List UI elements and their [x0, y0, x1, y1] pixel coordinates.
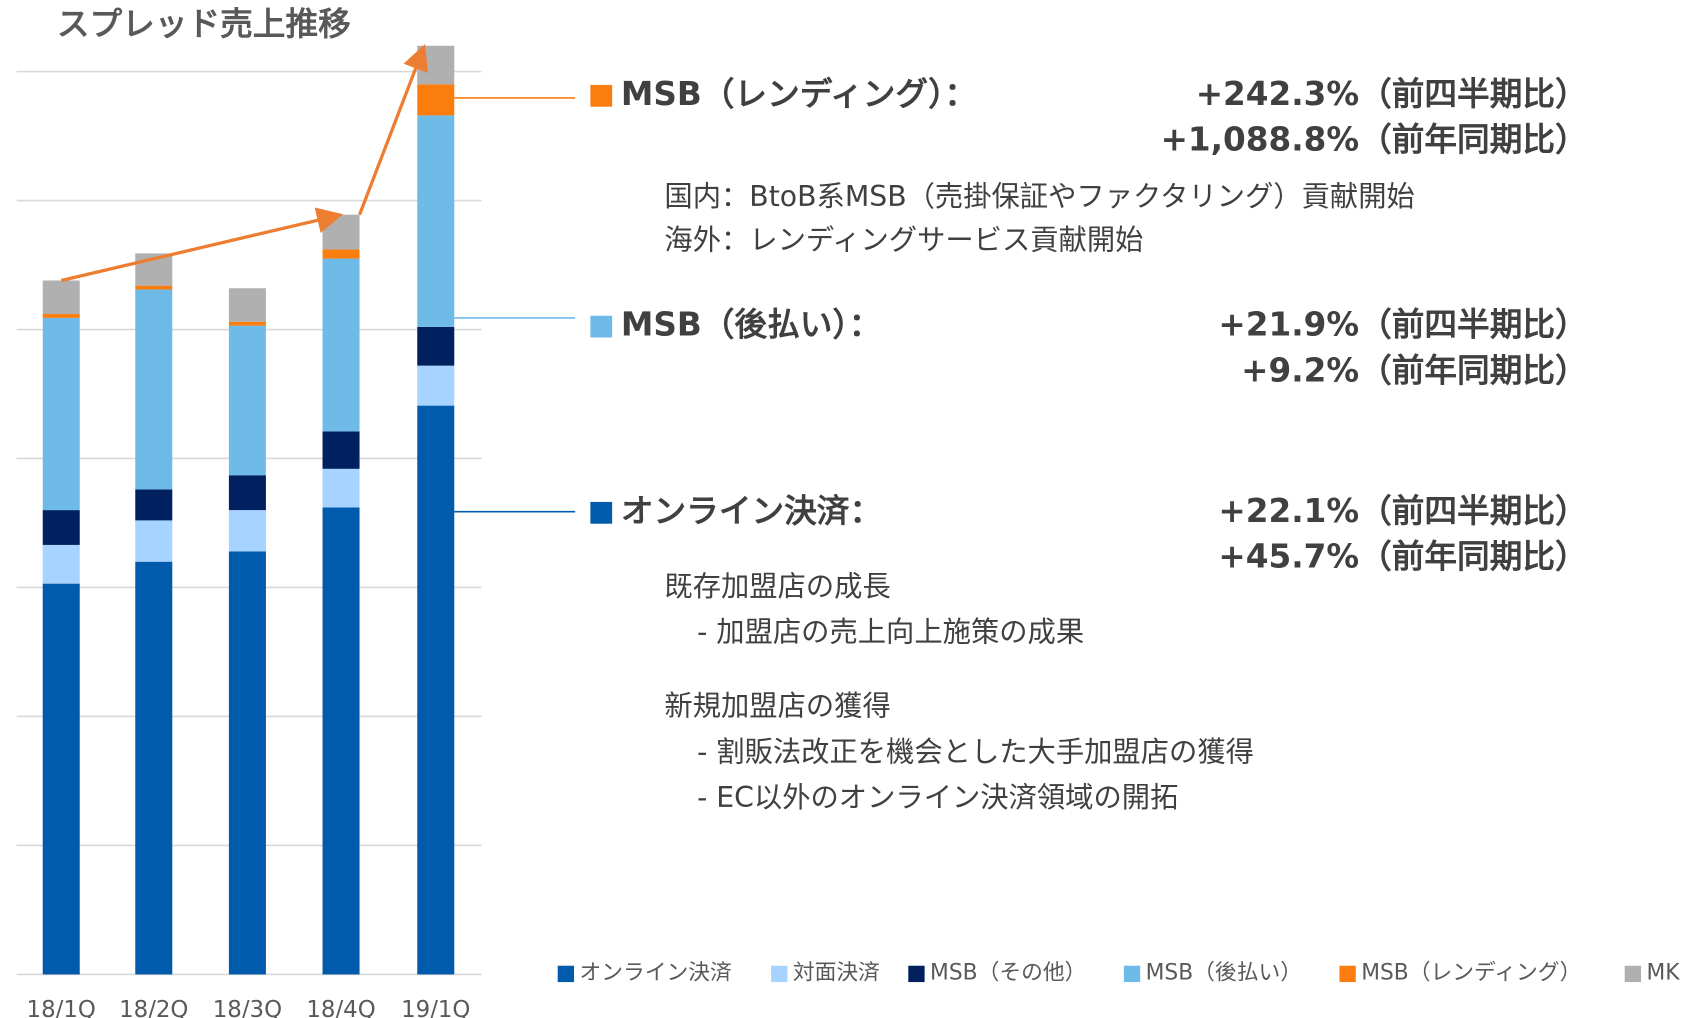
annotation-value: +45.7%（前年同期比）: [1218, 538, 1587, 576]
bar-segment: [135, 285, 173, 290]
annotation-value: +21.9%（前四半期比）: [1218, 306, 1587, 344]
bar-segment: [42, 280, 80, 315]
x-tick-label: 18/1Q: [27, 997, 96, 1018]
bar-segment: [135, 561, 173, 975]
annotation-value: +1,088.8%（前年同期比）: [1161, 121, 1588, 159]
annotation-label: オンライン決済：: [621, 492, 882, 530]
annotation-note: - 加盟店の売上向上施策の成果: [697, 616, 1084, 649]
annotation-marker: [590, 501, 613, 524]
legend-swatch: [1624, 965, 1642, 983]
bar-segment: [322, 507, 360, 975]
annotation-note: - 割販法改正を機会とした大手加盟店の獲得: [697, 735, 1254, 768]
annotation-label: MSB（後払い）：: [621, 306, 882, 344]
x-tick-label: 18/2Q: [119, 997, 188, 1018]
annotation-value: +242.3%（前四半期比）: [1196, 75, 1588, 113]
bar-segment: [322, 214, 360, 250]
bar-segment: [417, 365, 455, 406]
x-tick-label: 18/4Q: [306, 997, 375, 1018]
bar-segment: [417, 115, 455, 327]
legend-swatch: [557, 965, 575, 983]
annotation-value: +22.1%（前四半期比）: [1218, 492, 1587, 530]
bar-segment: [322, 249, 360, 259]
legend-swatch: [1339, 965, 1356, 983]
trend-arrow: [60, 207, 344, 283]
annotation-note: 国内：BtoB系MSB（売掛保証やファクタリング）貢献開始: [664, 180, 1414, 213]
legend-swatch: [1123, 965, 1141, 983]
bar-segment: [322, 468, 360, 508]
annotation-note: - EC以外のオンライン決済領域の開拓: [697, 781, 1178, 814]
annotation-note: 既存加盟店の成長: [664, 570, 890, 603]
bar-segment: [228, 510, 266, 552]
bar-segment: [42, 544, 80, 584]
legend-label: 対面決済: [793, 960, 880, 985]
bar-segment: [417, 405, 455, 975]
x-tick-label: 19/1Q: [401, 997, 470, 1018]
bar-segment: [42, 314, 80, 318]
annotation-note: 新規加盟店の獲得: [664, 690, 890, 723]
legend-label: MSB（レンディング）: [1361, 960, 1581, 985]
bar-segment: [228, 475, 266, 511]
annotation-label: MSB（レンディング）：: [621, 75, 977, 113]
legend-label: MK: [1646, 960, 1680, 985]
bar-segment: [135, 489, 173, 521]
bar-segment: [322, 431, 360, 469]
bar-segment: [228, 288, 266, 322]
bar-segment: [228, 321, 266, 326]
bar-segment: [42, 510, 80, 545]
annotation-marker: [590, 315, 613, 338]
bar-segment: [42, 583, 80, 975]
bar-segment: [135, 520, 173, 562]
legend-label: MSB（後払い）: [1146, 960, 1302, 985]
bar-segment: [42, 317, 80, 511]
legend-swatch: [771, 965, 788, 983]
annotation-marker: [590, 84, 613, 107]
bar-segment: [417, 84, 455, 116]
legend-swatch: [908, 965, 925, 983]
legend-label: オンライン決済: [579, 960, 732, 985]
annotation-value: +9.2%（前年同期比）: [1241, 351, 1588, 389]
bar-segment: [228, 551, 266, 975]
x-tick-label: 18/3Q: [213, 997, 282, 1018]
annotation-note: 海外：レンディングサービス貢献開始: [664, 224, 1143, 257]
bar-segment: [135, 289, 173, 490]
bar-segment: [228, 325, 266, 476]
trend-arrow: [358, 43, 428, 216]
legend-label: MSB（その他）: [930, 960, 1086, 985]
bar-segment: [322, 258, 360, 432]
chart-title: スプレッド売上推移: [57, 5, 351, 43]
bar-segment: [417, 326, 455, 366]
